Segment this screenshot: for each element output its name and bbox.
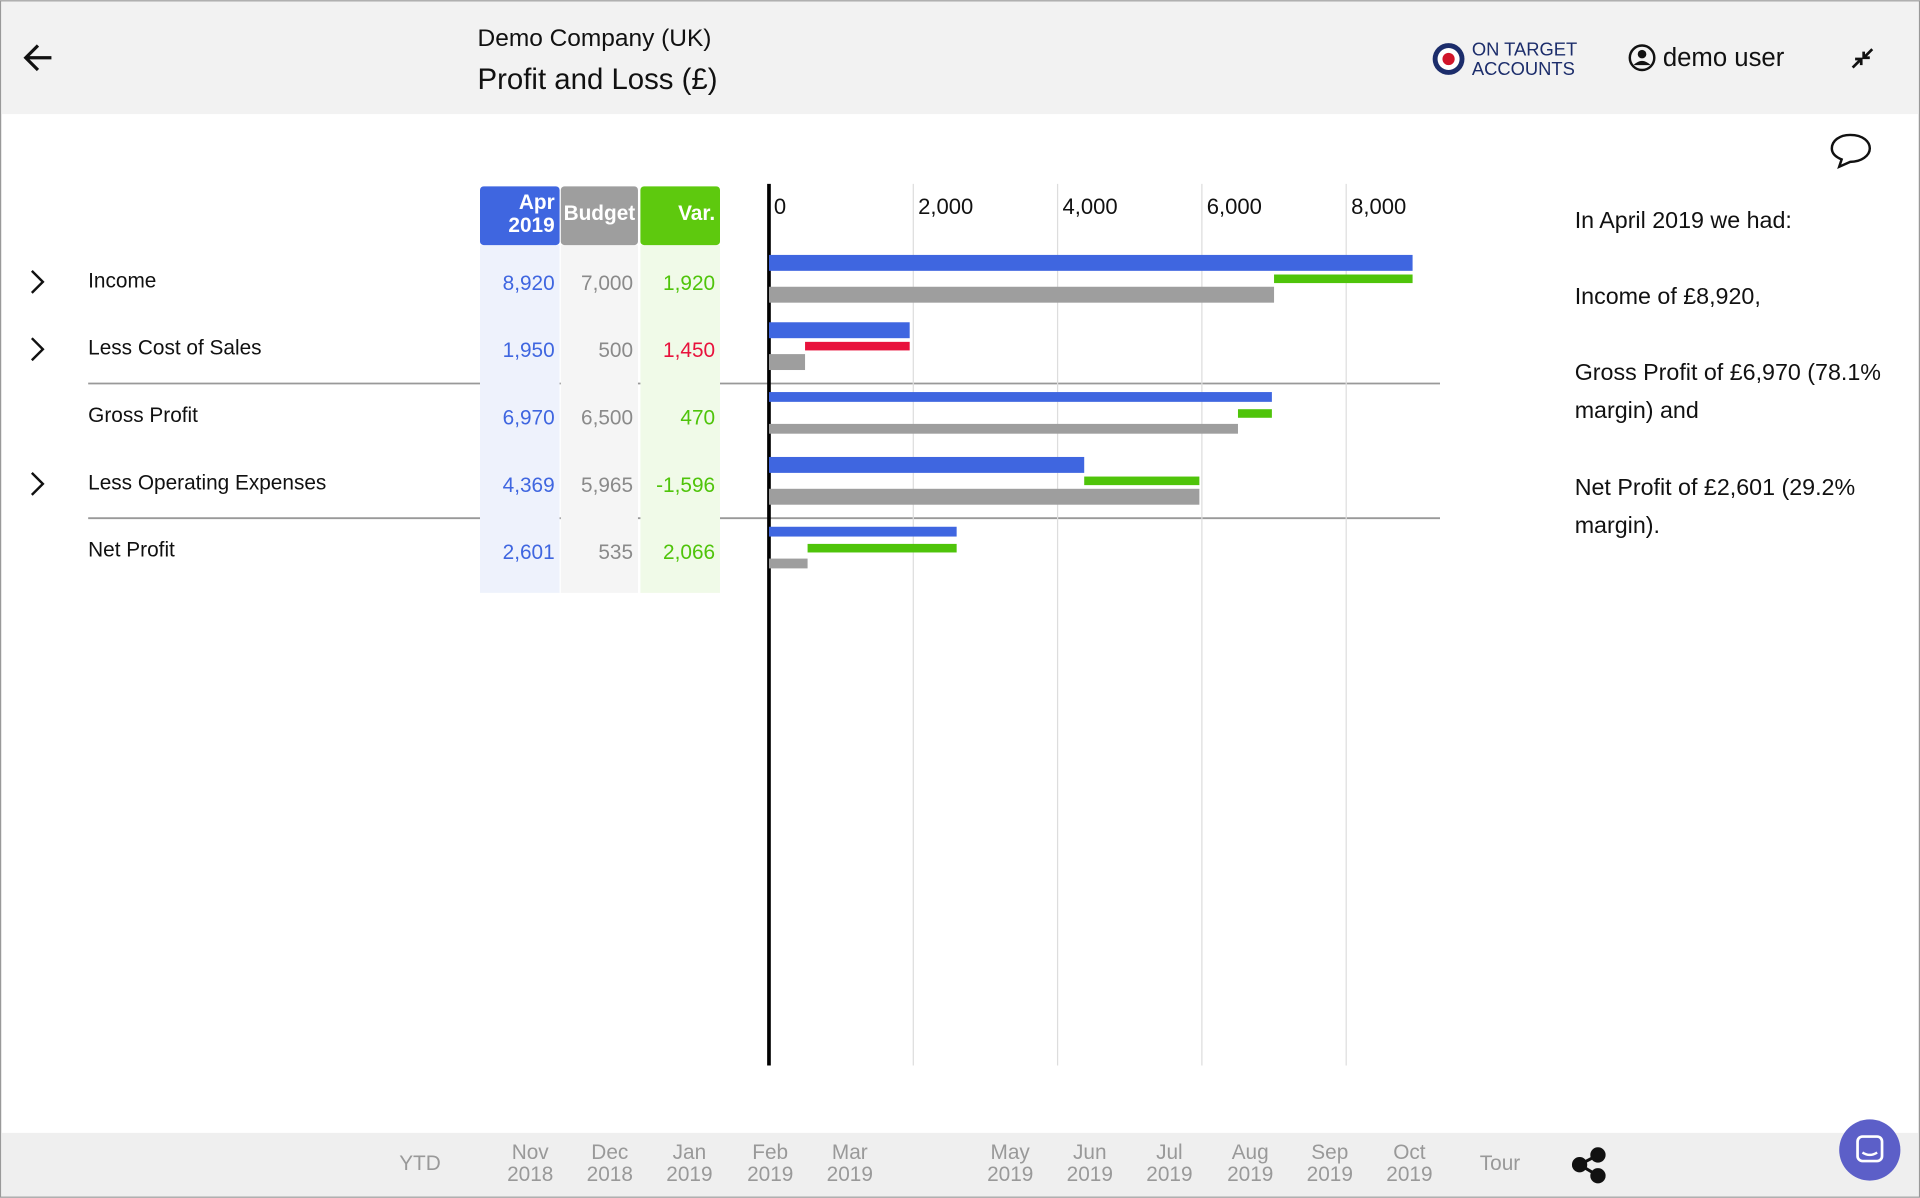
share-button[interactable] — [1571, 1147, 1606, 1184]
period-button[interactable]: Dec — [591, 1141, 628, 1164]
row-value: 470 — [680, 407, 715, 430]
period-button[interactable]: Aug — [1232, 1141, 1269, 1164]
row-value: 1,950 — [503, 339, 555, 362]
period-button[interactable]: Tour — [1480, 1152, 1521, 1175]
period-button[interactable]: Jun — [1073, 1141, 1107, 1164]
variance-bar — [807, 543, 957, 553]
row-value: 6,970 — [503, 407, 555, 430]
column-header — [640, 186, 720, 246]
brand-logo[interactable]: ON TARGET ACCOUNTS — [1432, 38, 1578, 79]
row-value: 7,000 — [581, 272, 633, 295]
variance-bar — [805, 341, 910, 351]
period-button[interactable]: 2018 — [507, 1163, 553, 1186]
row-value: 8,920 — [503, 272, 555, 295]
company-name: Demo Company (UK) — [478, 25, 712, 52]
period-button[interactable]: 2019 — [1386, 1163, 1432, 1186]
period-button[interactable]: Nov — [512, 1141, 550, 1164]
period-button[interactable]: Jul — [1156, 1141, 1183, 1164]
narrative-line: Income of £8,920, — [1575, 283, 1761, 309]
row-value: 1,450 — [663, 339, 715, 362]
row-value: 5,965 — [581, 474, 633, 497]
period-button[interactable]: 2019 — [747, 1163, 793, 1186]
column-header-label: 2019 — [508, 214, 554, 237]
top-bar — [1, 1, 1919, 115]
period-button[interactable]: Jan — [673, 1141, 707, 1164]
user-menu[interactable]: demo user — [1628, 44, 1785, 72]
row-value: 1,920 — [663, 272, 715, 295]
x-tick-label: 8,000 — [1351, 194, 1406, 219]
row-label: Net Profit — [88, 539, 175, 562]
user-name: demo user — [1663, 44, 1785, 72]
row-label: Less Operating Expenses — [88, 471, 326, 494]
period-button[interactable]: 2018 — [587, 1163, 633, 1186]
variance-bar — [1237, 409, 1272, 418]
narrative-line: In April 2019 we had: — [1575, 207, 1792, 233]
row-value: 4,369 — [503, 474, 555, 497]
narrative-line: margin) and — [1575, 397, 1699, 423]
x-tick-label: 6,000 — [1207, 194, 1262, 219]
back-button[interactable] — [23, 44, 52, 72]
budget-bar — [768, 558, 808, 569]
period-button[interactable]: Sep — [1311, 1141, 1348, 1164]
column-body — [560, 245, 638, 593]
collapse-button[interactable] — [1851, 48, 1874, 69]
row-expanders[interactable] — [30, 269, 45, 496]
narrative-line: Gross Profit of £6,970 (78.1% — [1575, 359, 1881, 385]
variance-bar — [1084, 476, 1200, 486]
comment-button[interactable] — [1830, 133, 1872, 170]
row-value: 6,500 — [581, 407, 633, 430]
actual-bar — [768, 456, 1085, 473]
period-button[interactable]: 2019 — [666, 1163, 712, 1186]
row-value: 2,066 — [663, 541, 715, 564]
column-header — [480, 186, 560, 246]
column-header-label: Budget — [564, 202, 636, 225]
actual-bar — [768, 322, 910, 339]
period-button[interactable]: 2019 — [987, 1163, 1033, 1186]
budget-bar — [768, 488, 1200, 505]
period-button[interactable]: 2019 — [1307, 1163, 1353, 1186]
budget-bar — [768, 286, 1275, 303]
row-value: 535 — [598, 541, 633, 564]
row-label: Income — [88, 269, 156, 292]
period-button[interactable]: 2019 — [1227, 1163, 1273, 1186]
row-value: 2,601 — [503, 541, 555, 564]
variance-bar — [1274, 274, 1413, 284]
period-button[interactable]: Oct — [1393, 1141, 1426, 1164]
period-button[interactable]: 2019 — [1067, 1163, 1113, 1186]
row-value: -1,596 — [656, 474, 715, 497]
column-header — [560, 186, 638, 246]
period-button[interactable]: 2019 — [1146, 1163, 1192, 1186]
actual-bar — [768, 526, 957, 537]
budget-bar — [768, 423, 1238, 434]
x-tick-label: 4,000 — [1062, 194, 1117, 219]
period-button[interactable]: 2019 — [827, 1163, 873, 1186]
actual-bar — [768, 254, 1413, 271]
narrative-line: Net Profit of £2,601 (29.2% — [1575, 474, 1855, 500]
period-button[interactable]: Mar — [832, 1141, 868, 1164]
row-value: 500 — [598, 339, 633, 362]
column-body — [640, 245, 720, 593]
chat-button[interactable] — [1839, 1119, 1901, 1181]
actual-bar — [768, 392, 1272, 402]
period-button[interactable]: YTD — [399, 1152, 441, 1175]
column-header-label: Apr — [519, 191, 555, 214]
bottom-bar — [1, 1132, 1919, 1197]
column-body — [480, 245, 560, 593]
column-header-label: Var. — [678, 202, 715, 225]
narrative-line: margin). — [1575, 512, 1660, 538]
row-label: Less Cost of Sales — [88, 337, 261, 360]
report-title: Profit and Loss (£) — [478, 63, 718, 96]
x-tick-label: 2,000 — [918, 194, 973, 219]
period-button[interactable]: May — [991, 1141, 1031, 1164]
brand-text: ON TARGET — [1472, 38, 1577, 59]
budget-bar — [768, 354, 806, 371]
row-label: Gross Profit — [88, 404, 198, 427]
period-button[interactable]: Feb — [752, 1141, 788, 1164]
brand-text: ACCOUNTS — [1472, 58, 1575, 79]
x-tick-label: 0 — [774, 194, 786, 219]
